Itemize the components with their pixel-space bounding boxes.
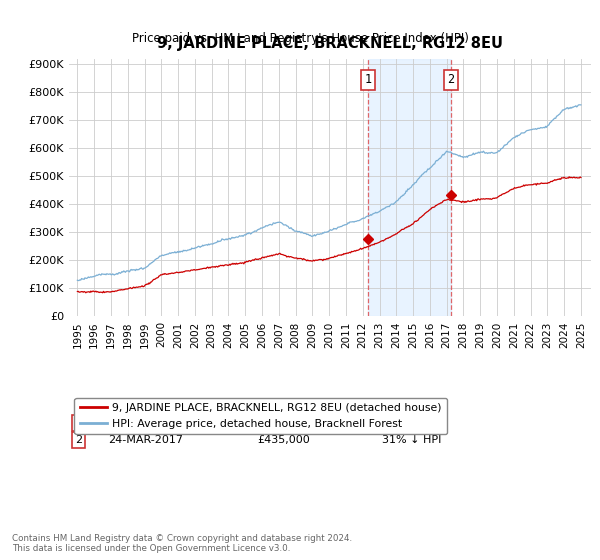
Text: £275,000: £275,000 xyxy=(257,418,310,428)
Text: Price paid vs. HM Land Registry's House Price Index (HPI): Price paid vs. HM Land Registry's House … xyxy=(131,32,469,45)
Text: 24-MAR-2017: 24-MAR-2017 xyxy=(108,435,183,445)
Text: 2: 2 xyxy=(447,73,454,86)
Text: 1: 1 xyxy=(75,418,82,428)
Text: £435,000: £435,000 xyxy=(257,435,310,445)
Text: 2: 2 xyxy=(75,435,82,445)
Bar xyxy=(368,59,451,316)
Text: Contains HM Land Registry data © Crown copyright and database right 2024.
This d: Contains HM Land Registry data © Crown c… xyxy=(12,534,352,553)
Text: 1: 1 xyxy=(365,73,372,86)
Title: 9, JARDINE PLACE, BRACKNELL, RG12 8EU: 9, JARDINE PLACE, BRACKNELL, RG12 8EU xyxy=(157,36,503,51)
Text: 30-APR-2012: 30-APR-2012 xyxy=(108,418,180,428)
Legend: 9, JARDINE PLACE, BRACKNELL, RG12 8EU (detached house), HPI: Average price, deta: 9, JARDINE PLACE, BRACKNELL, RG12 8EU (d… xyxy=(74,398,447,434)
Text: 31% ↓ HPI: 31% ↓ HPI xyxy=(382,435,442,445)
Text: 32% ↓ HPI: 32% ↓ HPI xyxy=(382,418,442,428)
